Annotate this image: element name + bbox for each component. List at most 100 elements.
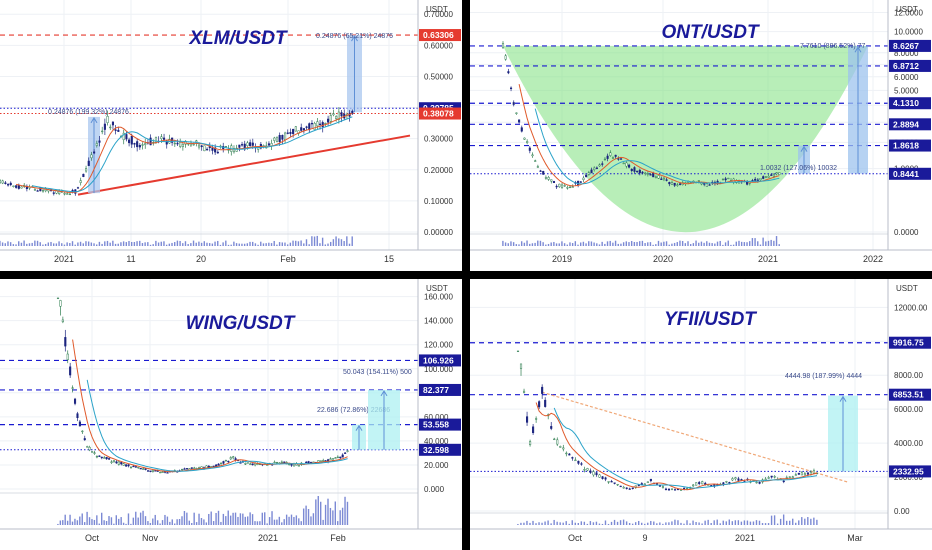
chart-title: XLM/USDT [188,28,288,49]
volume-bar [644,243,646,246]
volume-bar [103,520,105,525]
volume-bar [614,240,617,246]
volume-bar [128,241,130,246]
volume-bar [276,244,278,246]
volume-bar [136,241,138,246]
ont-chart-panel[interactable]: 7.7610 (896.52%) 77 1.0032 (127.06%) 1003… [470,0,932,271]
volume-bar [593,242,595,246]
candle [604,477,607,480]
candle [146,470,150,472]
volume-bar [31,242,33,246]
volume-bar [332,239,335,246]
price-tick-label: 0.00000 [424,228,453,237]
volume-bar [57,523,59,525]
candle [655,483,658,485]
volume-bar [144,242,146,246]
volume-bar [105,521,108,525]
candle [313,123,316,130]
candle [193,467,196,469]
level-price-label: 0.8441 [893,169,919,179]
candle [724,178,727,181]
candle [519,363,523,369]
volume-bar [106,240,109,246]
candle [195,140,198,143]
level-price-tag [889,388,931,401]
candle [806,472,809,475]
volume-bar [88,517,91,525]
volume-bar [547,243,550,246]
measure-label: 7.7610 (896.52%) 77 [800,43,865,50]
volume-bar [537,240,539,246]
measure-arrowhead [854,46,862,53]
price-tick-label: 0.00 [894,507,910,516]
volume-bar [322,519,324,525]
candle [670,182,674,185]
candle [767,176,770,178]
volume-bar [133,241,136,246]
volume-bar [674,519,676,525]
volume-bar [716,241,719,246]
volume-bar [259,521,261,525]
volume-bar [198,241,200,246]
volume-bar [732,244,735,246]
candle [652,173,655,178]
candle [556,439,559,445]
candle [192,144,195,146]
volume-bar [125,523,127,525]
volume-bar [157,242,160,246]
volume-bar [227,244,230,246]
volume-bar [179,240,181,246]
yfii-chart-panel[interactable]: 4444.98 (187.99%) 4444 0.00 2000.00 4000.00… [470,279,932,550]
volume-bar [735,241,737,246]
level-price-tag [889,39,931,52]
price-tick-label: 40.000 [424,437,449,446]
volume-bar [810,518,812,525]
time-tick-label: Oct [568,533,583,543]
volume-bar [695,240,697,246]
volume-bar [622,519,625,525]
volume-bar [617,243,619,246]
candle [267,143,270,146]
candle [235,147,238,152]
volume-bar [683,523,685,525]
candle [133,143,136,145]
candle [203,145,206,152]
xlm-chart-panel[interactable]: 0.24876 (199.32%) 24876 0.24876 (65.21%) … [0,0,462,271]
volume-bar [164,514,166,525]
volume-bar [315,499,317,525]
candle [117,129,120,132]
candle [654,176,657,178]
volume-bar [292,240,294,246]
volume-bar [816,519,818,525]
volume-bar [609,240,611,246]
candle [17,185,20,189]
volume-bar [327,243,329,246]
volume-bar [665,522,667,525]
volume-bar [582,241,585,246]
candle [4,182,7,184]
candle [290,464,293,466]
volume-bar [256,521,259,525]
candle [520,127,523,132]
measure-arrowhead [351,35,358,42]
volume-bar [55,243,58,246]
volume-bar [746,520,749,525]
wing-chart-panel[interactable]: 22.686 (72.86%) 22686 50.043 (154.11%) 50… [0,279,462,550]
candle [305,126,308,128]
candle [294,126,297,132]
volume-bar [647,522,649,525]
moving-average-line [518,83,780,187]
volume-bar [730,244,732,246]
candle [319,460,322,462]
volume-bar [212,521,215,525]
volume-bar [757,241,759,246]
volume-bar [653,521,655,525]
time-tick-label: Feb [330,533,346,543]
candle [755,481,758,484]
candle [141,144,144,146]
volume-bar [281,242,283,246]
candle [772,174,776,177]
candle [327,118,330,123]
candle [622,162,625,165]
candle [0,180,2,184]
